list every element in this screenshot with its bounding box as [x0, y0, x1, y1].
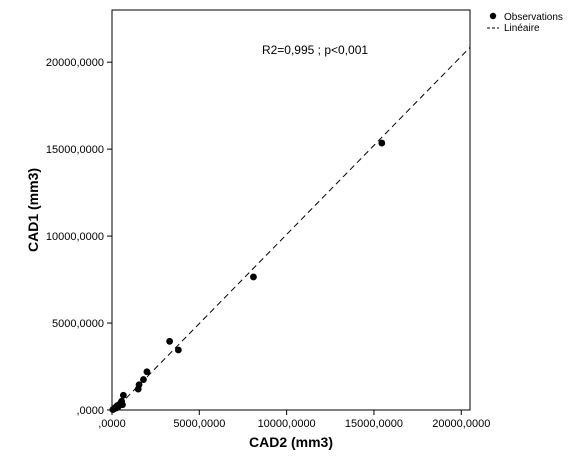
- legend-marker-observations: [489, 12, 497, 20]
- x-tick-label: ,0000: [98, 418, 126, 430]
- fit-line-group: [111, 47, 471, 413]
- stat-annotation: R2=0,995 ; p<0,001: [262, 43, 368, 57]
- y-tick-label: 10000,0000: [46, 231, 104, 243]
- data-point: [119, 401, 126, 409]
- data-point: [135, 381, 143, 389]
- y-tick-label: ,0000: [76, 405, 104, 417]
- plot-area: [111, 9, 471, 411]
- x-axis: ,0000 5000,0000 10000,0000 15000,0000 20000,…: [98, 410, 490, 430]
- data-point: [143, 368, 151, 376]
- y-tick-label: 20000,0000: [46, 57, 104, 69]
- y-tick-label: 15000,0000: [46, 144, 104, 156]
- y-axis-title: CAD1 (mm3): [25, 168, 41, 252]
- fit-line: [111, 47, 471, 413]
- data-point: [250, 273, 257, 281]
- x-axis-title: CAD2 (mm3): [249, 434, 333, 450]
- x-tick-label: 20000,0000: [432, 418, 490, 430]
- data-point: [174, 346, 182, 354]
- y-axis: ,0000 5000,0000 10000,0000 15000,0000 20000,…: [46, 57, 112, 417]
- x-tick-label: 5000,0000: [173, 418, 225, 430]
- legend: Observations Linéaire: [487, 12, 563, 34]
- data-point: [378, 139, 386, 147]
- data-point: [119, 391, 127, 399]
- data-points: [109, 139, 386, 414]
- legend-label-observations: Observations: [504, 12, 563, 23]
- legend-label-lineaire: Linéaire: [504, 23, 540, 34]
- data-point: [166, 337, 174, 345]
- x-tick-label: 10000,0000: [258, 418, 316, 430]
- x-tick-label: 15000,0000: [345, 418, 403, 430]
- y-tick-label: 5000,0000: [52, 318, 104, 330]
- data-point: [140, 376, 147, 383]
